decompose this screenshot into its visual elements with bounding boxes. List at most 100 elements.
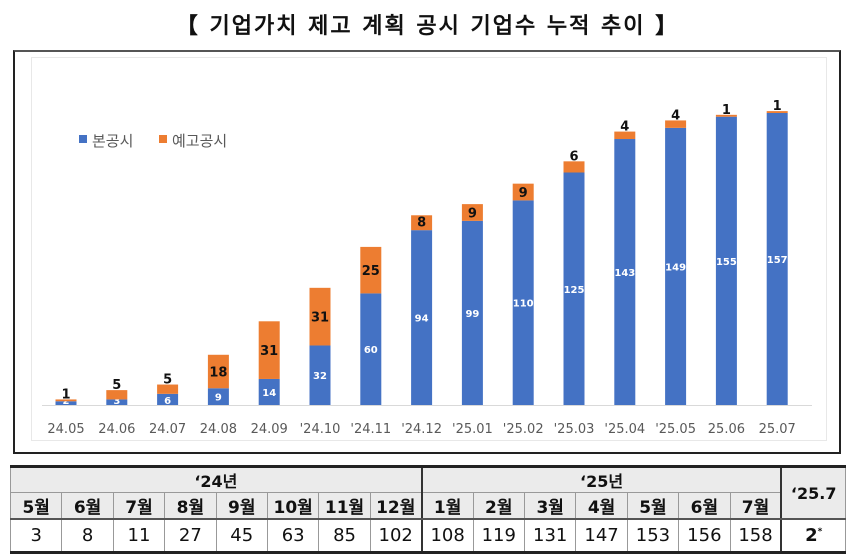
value-row: 3 8 11 27 45 63 85 102 108 119 131 147 153 156 158 2* — [9, 518, 846, 554]
legend: 본공시 예고공시 — [79, 132, 227, 150]
x-tick-label: '24.12 — [401, 422, 442, 437]
data-label-main-8: 99 — [465, 309, 479, 320]
data-label-main-5: 32 — [313, 371, 327, 382]
data-label-preliminary-14: 1 — [773, 99, 782, 114]
bar-main-4 — [258, 378, 280, 405]
chart-frame: 본공시 예고공시 2 1 3 5 6 5 9 18 14 31 32 31 60 25 94 8 99 9 110 9 1… — [13, 50, 841, 454]
x-tick-label: '25.01 — [452, 422, 493, 437]
data-label-main-2: 6 — [164, 396, 171, 407]
bar-preliminary-2 — [157, 384, 179, 394]
cumulative-count-table: ‘24년 ‘25년 ‘25.7 5월 6월 7월 8월 9월 10월 11월 12월 1월 2월 3월 4… — [9, 465, 846, 554]
cumulative-value: 63 — [266, 518, 320, 554]
bar-main-8 — [461, 220, 483, 405]
bar-preliminary-12 — [665, 120, 687, 128]
current-month-value: 2* — [780, 518, 846, 554]
page-title: 【 기업가치 제고 계획 공시 기업수 누적 추이 】 — [175, 14, 680, 39]
month-header: 8월 — [164, 492, 217, 520]
data-label-main-1: 3 — [113, 396, 120, 407]
year-header: ‘25년 — [421, 465, 782, 493]
cumulative-value: 85 — [318, 518, 371, 554]
bar-preliminary-9 — [512, 183, 534, 201]
bar-main-1 — [106, 399, 128, 405]
data-label-preliminary-7: 8 — [417, 216, 426, 231]
data-label-preliminary-2: 5 — [163, 373, 172, 388]
bar-preliminary-0 — [55, 399, 77, 402]
x-tick-label: 24.05 — [47, 422, 84, 437]
legend-label-0: 본공시 — [92, 132, 133, 150]
year-header: ‘24년 — [9, 465, 423, 493]
data-label-preliminary-13: 1 — [722, 103, 731, 118]
legend-label-1: 예고공시 — [172, 132, 227, 150]
data-label-preliminary-3: 18 — [209, 366, 227, 381]
x-tick-label: 25.07 — [759, 422, 796, 437]
data-label-preliminary-9: 9 — [519, 186, 528, 201]
bar-main-10 — [563, 172, 585, 405]
x-tick-label: '24.11 — [350, 422, 391, 437]
bar-main-6 — [360, 293, 382, 405]
x-tick-label: '24.10 — [300, 422, 341, 437]
x-tick-label: 24.09 — [251, 422, 288, 437]
stacked-bar-chart: 본공시 예고공시 21 356591814313231602594899911091… — [42, 99, 812, 437]
cumulative-value: 119 — [472, 518, 525, 554]
data-label-preliminary-6: 25 — [362, 264, 380, 279]
bar-preliminary-4 — [258, 321, 280, 379]
data-label-main-3: 9 — [215, 393, 222, 404]
month-header: 7월 — [729, 492, 782, 520]
data-label-main-13: 155 — [716, 257, 737, 268]
bar-preliminary-8 — [461, 204, 483, 221]
bar-main-7 — [411, 230, 433, 405]
month-header: 7월 — [112, 492, 166, 520]
data-label-main-0: 2 — [63, 396, 70, 407]
legend-swatch-1 — [159, 135, 167, 143]
cumulative-value: 156 — [678, 518, 731, 554]
x-tick-label: 24.08 — [200, 422, 237, 437]
bar-main-11 — [614, 139, 636, 405]
cumulative-value: 11 — [112, 518, 166, 554]
cumulative-value: 147 — [575, 518, 628, 554]
cumulative-value: 3 — [9, 518, 63, 554]
cumulative-value: 108 — [421, 518, 474, 554]
data-label-preliminary-5: 31 — [311, 311, 329, 326]
month-header: 6월 — [61, 492, 114, 520]
bar-preliminary-3 — [207, 354, 229, 389]
month-header: 9월 — [215, 492, 268, 520]
month-header: 3월 — [523, 492, 577, 520]
bar-preliminary-13 — [715, 114, 737, 117]
chart-area: 본공시 예고공시 2 1 3 5 6 5 9 18 14 31 32 31 60 25 94 8 99 9 110 9 1… — [31, 57, 827, 441]
month-header: 2월 — [472, 492, 525, 520]
data-label-main-7: 94 — [415, 314, 429, 325]
month-header: 12월 — [369, 492, 423, 520]
x-tick-label: '25.05 — [655, 422, 696, 437]
bar-preliminary-7 — [411, 215, 433, 231]
bar-preliminary-11 — [614, 131, 636, 140]
month-header: 11월 — [318, 492, 371, 520]
x-tick-label: 25.06 — [708, 422, 745, 437]
month-header: 6월 — [678, 492, 731, 520]
x-tick-label: 24.06 — [98, 422, 135, 437]
year-header-row: ‘24년 ‘25년 ‘25.7 — [9, 465, 846, 520]
data-label-main-14: 157 — [767, 255, 788, 266]
bar-main-12 — [665, 127, 687, 406]
x-tick-label: '25.02 — [503, 422, 544, 437]
month-header: 5월 — [9, 492, 63, 520]
data-label-main-12: 149 — [665, 262, 686, 273]
data-label-preliminary-8: 9 — [468, 206, 477, 221]
data-label-main-6: 60 — [364, 345, 378, 356]
data-label-main-11: 143 — [614, 268, 635, 279]
data-label-preliminary-4: 31 — [260, 344, 278, 359]
cumulative-value: 27 — [164, 518, 217, 554]
x-tick-label: '25.03 — [554, 422, 595, 437]
cumulative-value: 131 — [523, 518, 577, 554]
month-header: 5월 — [626, 492, 680, 520]
month-header: 1월 — [421, 492, 474, 520]
legend-swatch-0 — [79, 135, 87, 143]
month-header-row: 5월 6월 7월 8월 9월 10월 11월 12월 1월 2월 3월 4월 5월 6월 7월 — [9, 492, 846, 520]
x-tick-label: 24.07 — [149, 422, 186, 437]
bar-preliminary-1 — [106, 390, 128, 400]
data-label-preliminary-12: 4 — [671, 108, 680, 123]
cumulative-value: 45 — [215, 518, 268, 554]
bar-main-5 — [309, 345, 331, 405]
bar-main-0 — [55, 401, 77, 405]
data-label-preliminary-1: 5 — [112, 378, 121, 393]
bar-main-9 — [512, 200, 534, 405]
